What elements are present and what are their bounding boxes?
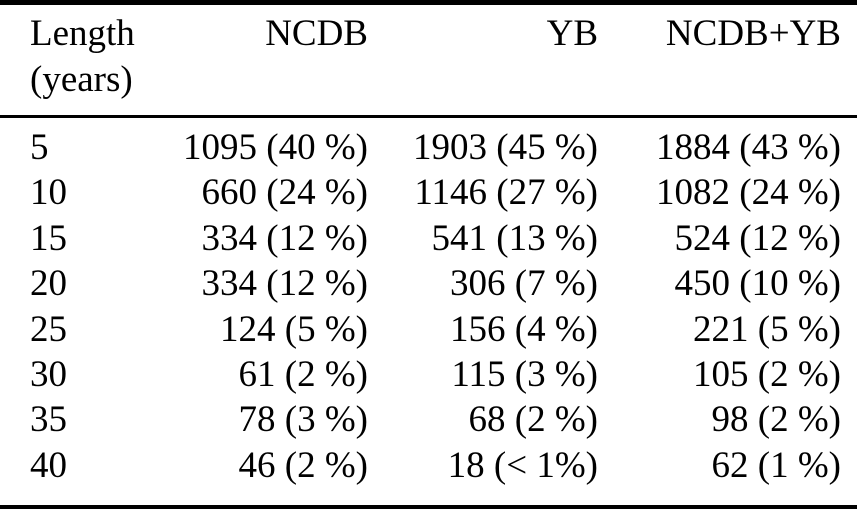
length-cell: 15 — [30, 217, 67, 259]
ncdb-yb-cell: 1082 (24 %) — [656, 172, 841, 214]
ncdb-cell: 124 (5 %) — [220, 308, 368, 350]
table-row: 35 78 (3 %) 68 (2 %) 98 (2 %) — [0, 397, 857, 442]
ncdb-column-header: NCDB — [265, 13, 368, 54]
length-cell: 40 — [30, 444, 67, 486]
ncdb-yb-cell: 1884 (43 %) — [656, 127, 841, 168]
ncdb-yb-cell: 524 (12 %) — [674, 217, 841, 259]
ncdb-cell: 660 (24 %) — [201, 172, 368, 214]
bottom-rule — [0, 505, 857, 509]
table-row: 30 61 (2 %) 115 (3 %) 105 (2 %) — [0, 352, 857, 397]
length-header-line1: Length — [30, 13, 135, 54]
length-column-header: Length (years) — [30, 11, 170, 103]
ncdb-cell: 61 (2 %) — [238, 353, 368, 395]
table-row: 40 46 (2 %) 18 (< 1%) 62 (1 %) — [0, 443, 857, 488]
yb-cell: 115 (3 %) — [451, 353, 598, 395]
ncdb-yb-cell: 98 (2 %) — [711, 399, 841, 441]
table-row: 25 124 (5 %) 156 (4 %) 221 (5 %) — [0, 307, 857, 352]
table-body: 5 1095 (40 %) 1903 (45 %) 1884 (43 %) 10… — [0, 118, 857, 505]
length-cell: 30 — [30, 353, 67, 395]
ncdb-yb-cell: 221 (5 %) — [693, 308, 841, 350]
yb-cell: 156 (4 %) — [450, 308, 598, 350]
top-rule — [0, 0, 857, 5]
ncdb-cell: 334 (12 %) — [201, 263, 368, 305]
yb-cell: 1146 (27 %) — [414, 172, 598, 214]
length-cell: 25 — [30, 308, 67, 350]
length-cell: 5 — [30, 127, 49, 168]
ncdb-cell: 334 (12 %) — [201, 217, 368, 259]
length-cell: 35 — [30, 399, 67, 441]
ncdb-yb-column-header: NCDB+YB — [665, 13, 841, 54]
yb-cell: 68 (2 %) — [468, 399, 598, 441]
length-header-line2: (years) — [30, 59, 133, 100]
yb-cell: 18 (< 1%) — [447, 444, 598, 486]
table-row: 15 334 (12 %) 541 (13 %) 524 (12 %) — [0, 216, 857, 261]
yb-cell: 1903 (45 %) — [413, 127, 598, 168]
length-cell: 20 — [30, 263, 67, 305]
yb-cell: 541 (13 %) — [431, 217, 598, 259]
length-cell: 10 — [30, 172, 67, 214]
table-row: 10 660 (24 %) 1146 (27 %) 1082 (24 %) — [0, 170, 857, 215]
table-row: 5 1095 (40 %) 1903 (45 %) 1884 (43 %) — [0, 125, 857, 170]
header-divider-rule — [0, 115, 857, 118]
ncdb-cell: 78 (3 %) — [238, 399, 368, 441]
ncdb-cell: 1095 (40 %) — [183, 127, 368, 168]
ncdb-yb-cell: 450 (10 %) — [674, 263, 841, 305]
yb-column-header: YB — [546, 13, 598, 54]
ncdb-cell: 46 (2 %) — [238, 444, 368, 486]
table-header-row: Length (years) NCDB YB NCDB+YB — [0, 5, 857, 115]
ncdb-yb-cell: 62 (1 %) — [711, 444, 841, 486]
table-row: 20 334 (12 %) 306 (7 %) 450 (10 %) — [0, 261, 857, 306]
yb-cell: 306 (7 %) — [450, 263, 598, 305]
ncdb-yb-cell: 105 (2 %) — [693, 353, 841, 395]
